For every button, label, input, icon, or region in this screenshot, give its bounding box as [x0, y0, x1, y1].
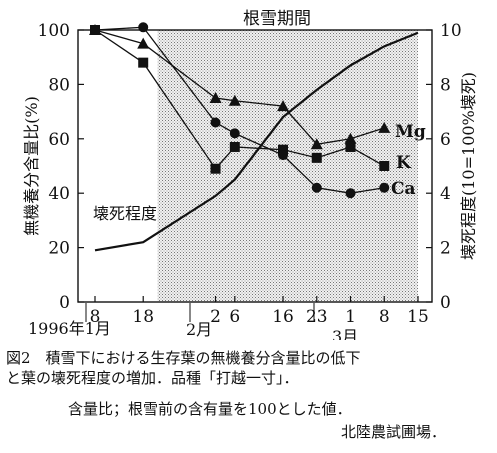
x-month-label: 3月 — [332, 327, 358, 340]
x-tick-label: 2 — [210, 307, 221, 327]
y-left-tick-label: 100 — [38, 21, 70, 41]
y-right-tick-label: 0 — [440, 293, 451, 313]
snow-cover-shaded-region — [157, 30, 419, 302]
y-right-tick-label: 10 — [440, 21, 462, 41]
data-point-Ca — [90, 25, 100, 35]
data-point-Mg — [310, 138, 323, 150]
y-right-tick-label: 6 — [440, 130, 451, 150]
data-point-Mg — [137, 37, 150, 49]
x-tick-label: 18 — [132, 307, 154, 327]
data-point-Ca — [229, 128, 240, 139]
plot-frame — [77, 29, 433, 303]
data-point-Mg — [209, 92, 222, 103]
series-line-壊死程度 — [94, 31, 419, 252]
shaded-period-label: 根雪期間 — [243, 9, 311, 29]
series-label-Ca: Ca — [391, 179, 416, 199]
y-left-tick-label: 40 — [48, 184, 70, 204]
data-point-K — [345, 141, 356, 152]
y-left-tick-label: 60 — [48, 130, 70, 150]
caption-line-1: 図2 積雪下における生存葉の無機養分含量比の低下 — [6, 349, 361, 367]
data-point-Ca — [311, 182, 322, 193]
x-tick-label: 16 — [272, 307, 294, 327]
x-tick-label: 8 — [90, 307, 101, 327]
data-point-Mg — [344, 132, 357, 144]
series-label-Mg: Mg — [395, 122, 426, 142]
data-point-K — [379, 161, 390, 171]
data-point-Ca — [138, 22, 149, 33]
x-tick-label: 6 — [229, 307, 240, 327]
y-left-tick-label: 80 — [48, 75, 70, 95]
data-point-Ca — [345, 188, 356, 199]
data-point-K — [229, 141, 240, 152]
y-left-tick-label: 20 — [48, 239, 70, 259]
y-right-tick-label: 8 — [440, 75, 451, 95]
series-line-Ca — [94, 26, 385, 194]
y-right-tick-label: 4 — [440, 184, 451, 204]
data-point-K — [278, 144, 289, 155]
caption-line-2: と葉の壊死程度の増加．品種「打越一寸」． — [6, 369, 299, 387]
caption-source: 北陸農試圃場． — [341, 423, 447, 441]
data-point-K — [311, 152, 322, 163]
series-label-necrosis: 壊死程度 — [93, 204, 157, 223]
x-tick-label: 15 — [407, 307, 429, 327]
y-right-tick-label: 2 — [440, 239, 451, 259]
y-left-axis-label: 無機養分含量比(%) — [22, 96, 41, 236]
x-month-label: 1996年1月 — [28, 319, 111, 338]
data-point-Mg — [228, 94, 241, 106]
series-line-Mg — [94, 29, 385, 145]
data-point-Mg — [277, 100, 290, 112]
data-point-Ca — [210, 117, 221, 128]
y-left-tick-label: 0 — [59, 293, 70, 313]
x-tick-label: 23 — [306, 307, 328, 327]
x-month-label: 2月 — [186, 320, 212, 339]
data-point-K — [138, 57, 149, 68]
y-right-axis-label: 壊死程度(10=100%壊死) — [459, 72, 478, 260]
data-point-Mg — [378, 121, 391, 133]
data-point-Ca — [278, 150, 289, 161]
x-tick-label: 1 — [345, 307, 356, 327]
caption-line-3: 含量比；根雪前の含有量を100とした値． — [68, 400, 352, 418]
data-point-K — [210, 163, 221, 174]
series-label-K: K — [396, 153, 412, 173]
data-point-Ca — [379, 182, 390, 193]
x-tick-label: 8 — [379, 307, 390, 327]
series-layer — [89, 22, 419, 252]
